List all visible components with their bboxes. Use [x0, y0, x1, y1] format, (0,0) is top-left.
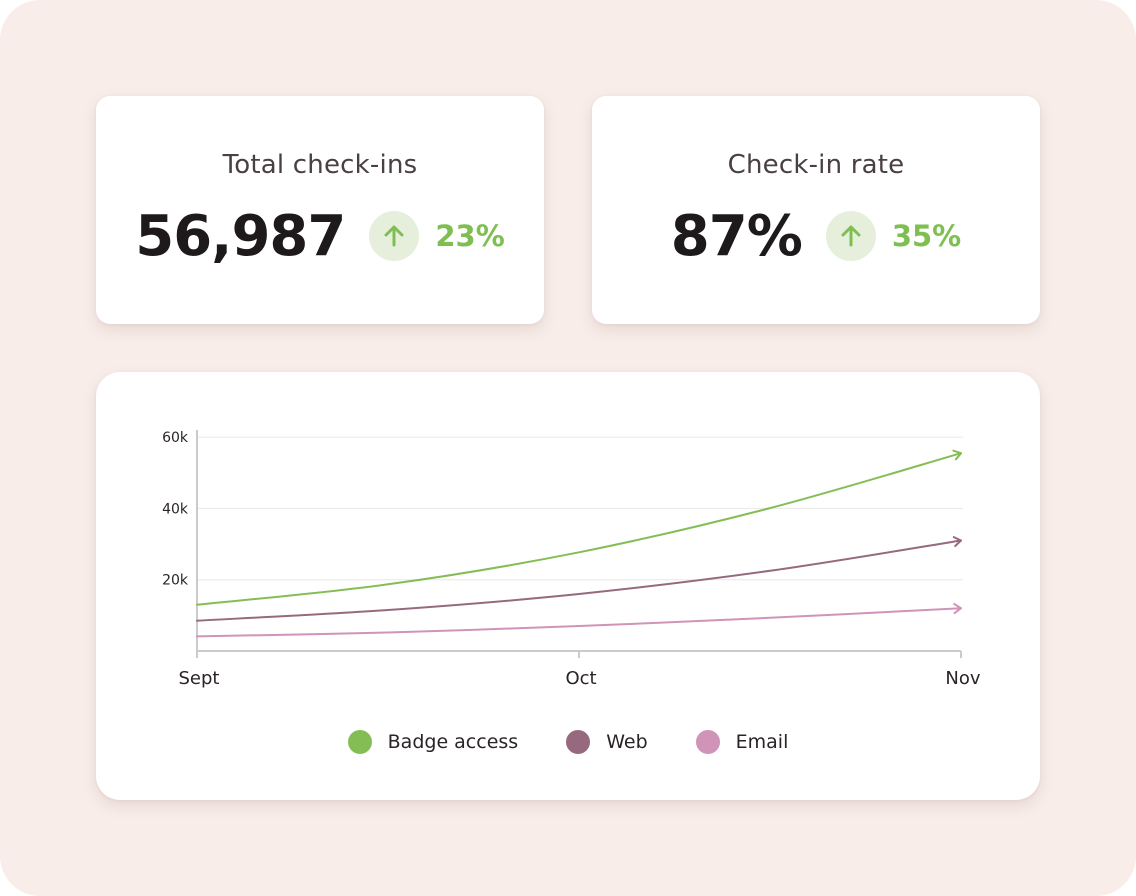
trend-badge [369, 211, 420, 261]
stat-title: Total check-ins [222, 150, 418, 180]
series-line-web [196, 539, 962, 622]
trend-badge [825, 211, 876, 261]
stat-value: 56,987 [135, 203, 346, 269]
stat-title: Check-in rate [727, 150, 905, 180]
legend-swatch [347, 730, 372, 754]
legend-label: Web [606, 731, 648, 753]
chart-legend: Badge access Web Email [96, 727, 1040, 757]
y-tick-label: 20k [162, 573, 189, 589]
stat-value: 87% [670, 203, 803, 269]
arrow-up-icon [841, 225, 861, 247]
series-line-email [196, 607, 962, 638]
line-chart-card: 20k 40k 60k Sept Oct Nov Badge access Web Ema… [96, 372, 1040, 800]
series-arrowhead-badge-access [952, 449, 962, 461]
x-tick-label: Nov [945, 668, 980, 689]
arrow-up-icon [384, 225, 404, 247]
stat-row: 56,987 23% [96, 200, 544, 272]
stat-card-check-in-rate: Check-in rate 87% 35% [592, 96, 1040, 324]
legend-label: Badge access [387, 731, 519, 753]
trend-percent: 35% [891, 219, 962, 253]
stat-card-total-check-ins: Total check-ins 56,987 23% [96, 96, 544, 324]
tick-labels: 20k 40k 60k Sept Oct Nov [162, 430, 981, 689]
series-arrowhead-web [952, 536, 962, 547]
x-tick-label: Oct [565, 668, 596, 689]
trend-percent: 23% [435, 219, 505, 253]
legend-label: Email [735, 731, 789, 753]
line-chart: 20k 40k 60k Sept Oct Nov [162, 430, 981, 689]
y-tick-label: 40k [162, 501, 189, 517]
y-tick-label: 60k [162, 430, 189, 446]
series-arrowhead-email [953, 603, 962, 615]
legend-item-badge-access: Badge access [347, 730, 519, 754]
stat-row: 87% 35% [592, 200, 1040, 272]
x-tick-label: Sept [179, 668, 220, 689]
legend-swatch [566, 730, 591, 754]
legend-swatch [695, 730, 720, 754]
axes [196, 430, 962, 658]
gridlines [197, 436, 963, 581]
series-line-badge-access [196, 452, 962, 606]
legend-item-email: Email [695, 730, 789, 754]
legend-item-web: Web [566, 730, 648, 754]
series-lines [196, 449, 962, 638]
